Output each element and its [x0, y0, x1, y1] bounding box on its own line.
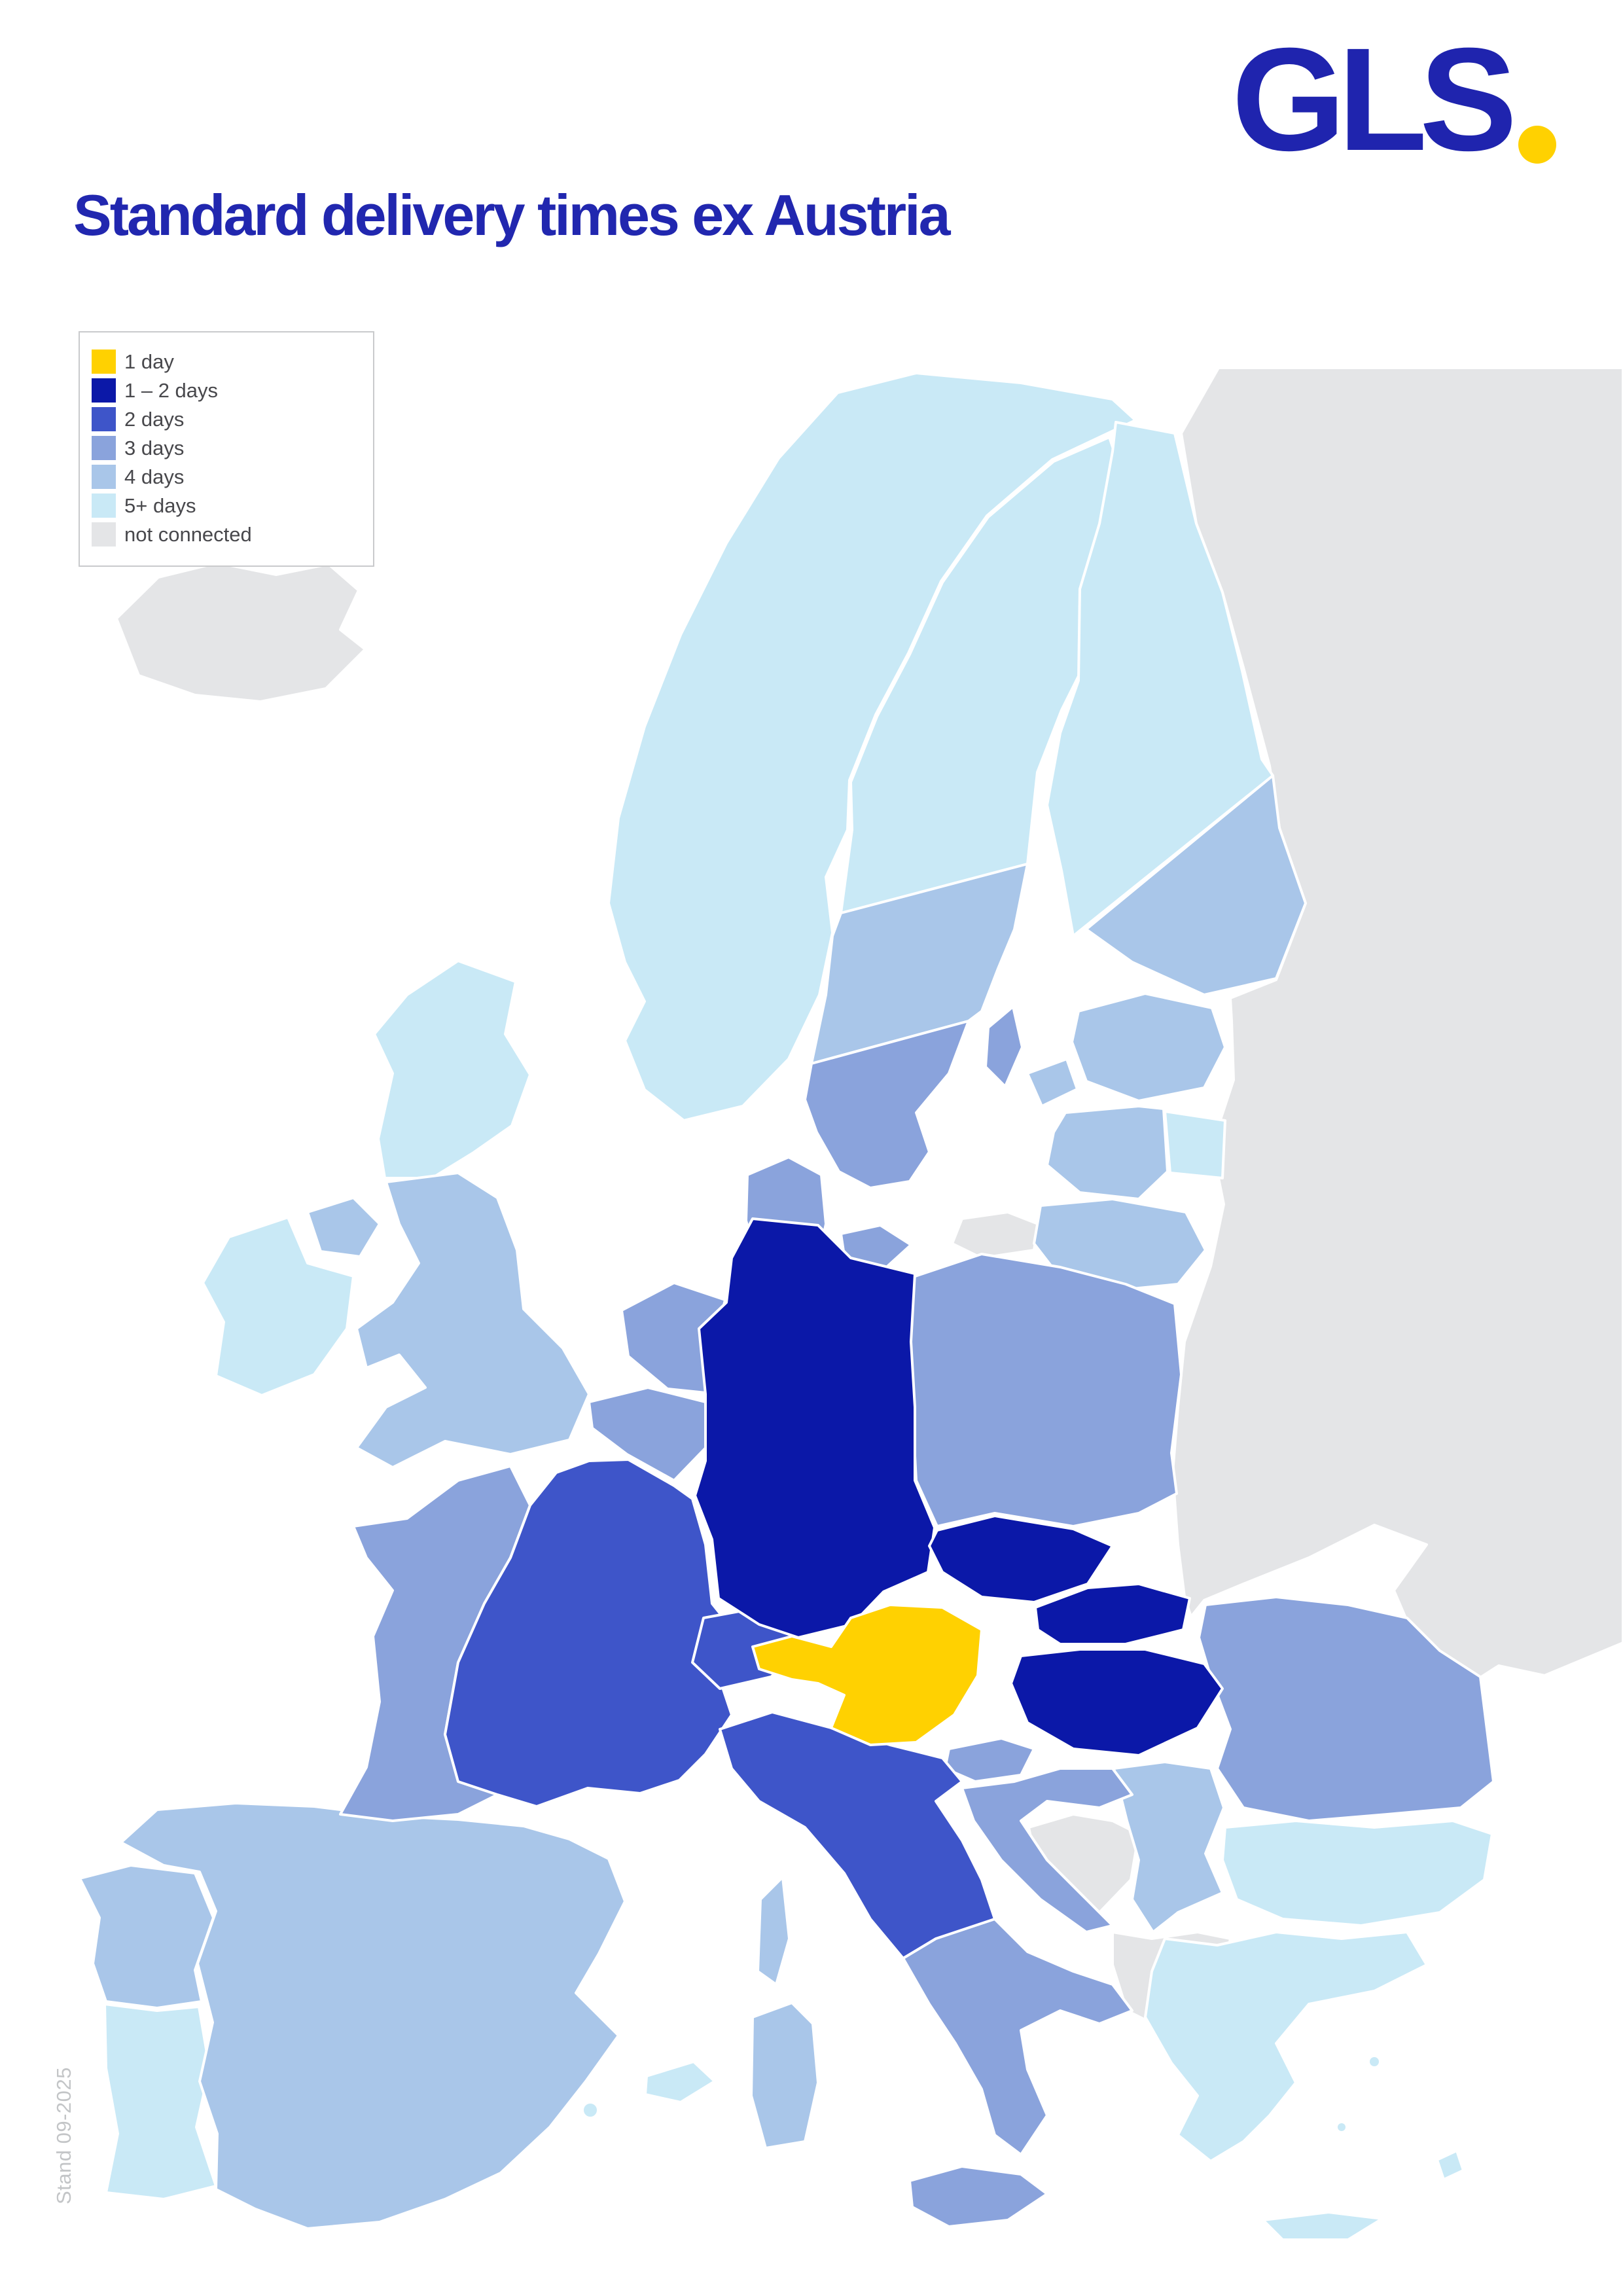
- legend-swatch-5plus-days: [92, 493, 116, 518]
- country-slovenia: [944, 1737, 1035, 1783]
- legend-item: 3 days: [92, 436, 361, 460]
- legend-swatch-3days: [92, 436, 116, 460]
- country-lithuania: [1033, 1198, 1207, 1292]
- legend-swatch-4days: [92, 465, 116, 489]
- country-hungary: [1010, 1648, 1224, 1757]
- country-iceland: [115, 562, 366, 703]
- legend-label: 5+ days: [124, 494, 196, 517]
- island-gotland: [984, 1005, 1024, 1088]
- country-scotland: [373, 960, 531, 1179]
- country-serbia: [1113, 1761, 1225, 1933]
- gls-logo-dot-icon: [1518, 126, 1557, 164]
- island-mallorca: [644, 2060, 716, 2104]
- legend-swatch-1day: [92, 350, 116, 374]
- island-rhodes: [1436, 2149, 1465, 2181]
- country-slovakia: [1034, 1583, 1191, 1645]
- island-saaremaa: [1026, 1058, 1079, 1107]
- legend-item: 2 days: [92, 407, 361, 431]
- country-germany: [694, 1217, 936, 1639]
- country-croatia: [961, 1767, 1133, 1933]
- country-latvia: [1046, 1105, 1169, 1200]
- legend-item: not connected: [92, 522, 361, 547]
- gls-logo-text: GLS: [1232, 18, 1517, 181]
- country-ireland: [202, 1216, 355, 1397]
- legend-swatch-not-connected: [92, 522, 116, 547]
- island-aegean: [1335, 2121, 1348, 2134]
- country-portugal-south: [103, 2003, 217, 2200]
- country-portugal-north: [79, 1864, 215, 2009]
- country-norway: [607, 372, 1137, 1122]
- island-sicily: [908, 2165, 1048, 2228]
- country-northern-ireland: [306, 1196, 381, 1258]
- country-romania: [1198, 1596, 1495, 1822]
- country-poland: [906, 1253, 1183, 1528]
- map-version-stamp: Stand 09-2025: [52, 2067, 75, 2204]
- country-spain: [120, 1802, 626, 2230]
- country-russia-belarus-ukraine: [1171, 367, 1623, 1696]
- country-czechia: [928, 1515, 1114, 1604]
- country-france-east: [444, 1458, 740, 1808]
- legend-item: 5+ days: [92, 493, 361, 518]
- country-sweden-central: [810, 863, 1029, 1065]
- legend-label: 4 days: [124, 465, 185, 488]
- legend-swatch-2days: [92, 407, 116, 431]
- legend-label: 1 day: [124, 350, 174, 373]
- country-italy-south: [902, 1918, 1133, 2156]
- legend-item: 1 day: [92, 350, 361, 374]
- country-england-wales: [355, 1172, 590, 1469]
- legend-item: 1 – 2 days: [92, 378, 361, 403]
- island-corsica: [757, 1876, 791, 1986]
- island-crete: [1262, 2211, 1383, 2241]
- legend-item: 4 days: [92, 465, 361, 489]
- country-austria: [751, 1604, 983, 1746]
- legend: 1 day 1 – 2 days 2 days 3 days 4 days 5+…: [79, 331, 374, 567]
- country-kaliningrad: [951, 1211, 1039, 1259]
- legend-label: 2 days: [124, 408, 185, 431]
- country-latvia-east: [1164, 1110, 1226, 1179]
- country-estonia: [1071, 992, 1226, 1102]
- island-aegean: [1367, 2054, 1382, 2069]
- country-belgium: [588, 1386, 713, 1482]
- island-ibiza: [581, 2101, 599, 2119]
- country-finland-south: [1075, 774, 1307, 996]
- legend-swatch-1-2days: [92, 378, 116, 403]
- country-greece: [1144, 1931, 1428, 2162]
- legend-label: 3 days: [124, 437, 185, 459]
- island-sardinia: [750, 2001, 819, 2149]
- country-sweden-south: [804, 1020, 970, 1189]
- legend-label: 1 – 2 days: [124, 379, 219, 402]
- country-finland-north: [1046, 421, 1274, 937]
- legend-label: not connected: [124, 523, 252, 546]
- page-title: Standard delivery times ex Austria: [73, 183, 951, 247]
- gls-logo: GLS: [1232, 18, 1557, 181]
- country-bulgaria: [1221, 1820, 1493, 1927]
